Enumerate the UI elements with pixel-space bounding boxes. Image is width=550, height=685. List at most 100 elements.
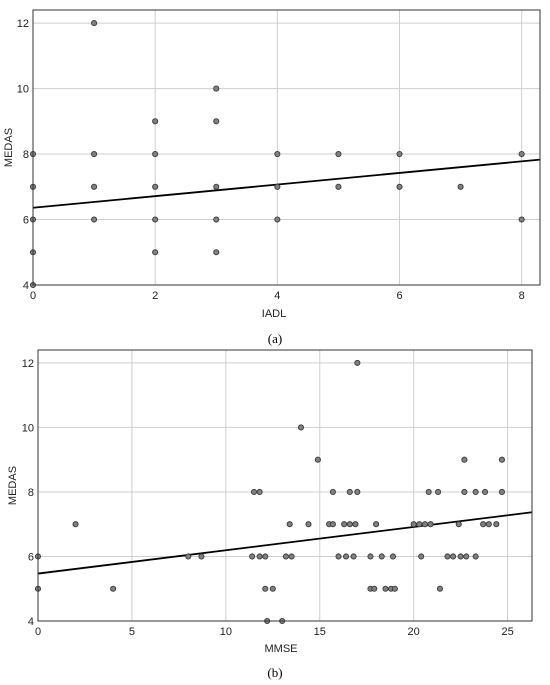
panel-a-data-point [213, 85, 220, 92]
panel-b-x-tick-label: 20 [408, 626, 420, 638]
panel-b: 0 5 10 15 20 25 4 6 8 10 12 MMSE MEDAS (b) [7, 349, 533, 680]
panel-b-data-point [418, 553, 425, 560]
panel-a-data-point [457, 183, 464, 190]
panel-b-data-point [498, 488, 505, 496]
panel-b-y-axis-label: MEDAS [7, 466, 19, 505]
panel-b-data-point [282, 553, 289, 560]
panel-a-data-point [396, 150, 403, 158]
panel-a-grid [32, 10, 540, 286]
panel-b-data-point [425, 488, 432, 496]
panel-b-data-point [435, 488, 442, 496]
panel-b-data-point [198, 553, 205, 560]
panel-b-fit [37, 511, 533, 575]
panel-b-data-point [286, 521, 293, 528]
panel-b-data-point [256, 553, 263, 560]
panel-b-data-point [262, 553, 269, 560]
panel-b-data-point [110, 585, 117, 592]
panel-b-data-point [350, 553, 357, 560]
panel-b-data-point [329, 521, 336, 528]
panel-b-data-point [185, 553, 192, 560]
panel-a-data-point [335, 150, 342, 158]
panel-b-x-tick-label: 0 [35, 626, 41, 638]
panel-a-y-tick-label: 10 [17, 84, 29, 96]
panel-b-x-tick-label: 10 [220, 626, 232, 638]
panel-b-data-point [305, 521, 312, 528]
panel-a-data-point [152, 118, 159, 125]
panel-b-data-point [256, 488, 263, 496]
panel-b-data-point [297, 424, 305, 431]
panel-b-data-point [444, 553, 451, 560]
panel-b-data-point [457, 553, 464, 560]
panel-b-data-point [481, 488, 489, 496]
panel-a-data-point [152, 249, 159, 256]
panel-b-data-point [346, 488, 353, 496]
panel-a-data-point [91, 20, 98, 27]
panel-b-grid [37, 350, 532, 622]
panel-b-data-point [378, 553, 385, 560]
panel-a-x-tick-label: 0 [30, 290, 36, 302]
panel-b-data-point [341, 521, 348, 528]
panel-b-data-point [436, 585, 444, 592]
panel-b-ticks: 0 5 10 15 20 25 4 6 8 10 12 [22, 358, 514, 638]
panel-b-fit-line [37, 511, 533, 575]
panel-b-data-point [342, 553, 350, 560]
panel-a: 0 2 4 6 8 4 6 8 10 12 IADL MEDAS (a) [3, 9, 541, 346]
panel-a-fit [32, 158, 541, 209]
panel-a-data-point [91, 216, 98, 223]
panel-a-caption: (a) [268, 331, 282, 346]
panel-b-data-point [472, 553, 479, 560]
panel-b-y-tick-label: 8 [28, 487, 34, 499]
panel-b-data-point [262, 585, 269, 592]
panel-b-y-tick-label: 6 [28, 551, 34, 563]
panel-b-points [34, 359, 505, 625]
panel-a-data-point [396, 183, 403, 190]
panel-b-data-point [485, 521, 492, 528]
panel-a-data-point [152, 150, 159, 158]
panel-a-x-tick-label: 6 [396, 290, 402, 302]
panel-b-data-point [427, 521, 434, 528]
panel-a-x-tick-label: 8 [519, 290, 525, 302]
panel-b-data-point [480, 521, 487, 528]
panel-a-y-tick-label: 6 [23, 215, 29, 227]
panel-a-data-point [152, 183, 159, 190]
panel-a-y-axis-label: MEDAS [3, 128, 15, 167]
panel-a-x-tick-label: 2 [152, 290, 158, 302]
panel-b-data-point [455, 521, 462, 528]
panel-b-data-point [373, 521, 380, 528]
panel-b-data-point [382, 585, 389, 592]
panel-b-data-point [463, 553, 470, 560]
panel-b-data-point [367, 553, 374, 560]
panel-b-data-point [498, 456, 505, 463]
panel-a-data-point [91, 150, 98, 158]
panel-a-data-point [213, 183, 220, 190]
panel-b-data-point [421, 521, 428, 528]
panel-a-data-point [213, 216, 220, 223]
panel-b-data-point [250, 488, 258, 496]
panel-b-caption: (b) [267, 665, 282, 680]
panel-a-y-tick-label: 4 [23, 280, 29, 292]
panel-b-data-point [329, 488, 336, 496]
panel-b-data-point [472, 488, 479, 496]
panel-a-data-point [152, 216, 159, 223]
panel-a-data-point [213, 249, 220, 256]
panel-b-data-point [354, 488, 361, 496]
panel-b-data-point [269, 585, 276, 592]
panel-a-data-point [213, 118, 220, 125]
panel-b-data-point [72, 521, 79, 528]
panel-a-data-point [274, 150, 281, 158]
panel-b-data-point [391, 585, 398, 592]
panel-b-data-point [410, 521, 417, 528]
panel-b-data-point [288, 553, 295, 560]
panel-a-data-point [335, 183, 342, 190]
panel-a-data-point [91, 183, 98, 190]
panel-b-data-point [416, 521, 423, 528]
panel-b-data-point [389, 553, 397, 560]
panel-b-data-point [352, 521, 359, 528]
panel-b-data-point [493, 521, 500, 528]
panel-a-y-tick-label: 8 [23, 149, 29, 161]
panel-b-data-point [354, 359, 361, 366]
panel-b-x-tick-label: 15 [314, 626, 326, 638]
panel-b-data-point [450, 553, 457, 560]
panel-a-fit-line [32, 158, 541, 209]
